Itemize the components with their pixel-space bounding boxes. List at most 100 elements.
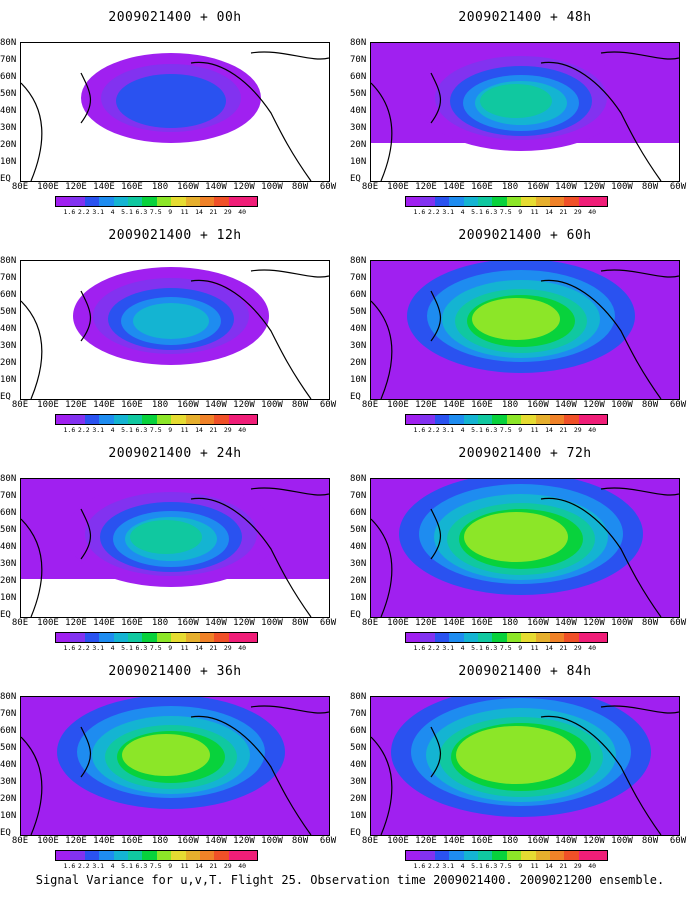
colorbar-tick-label: 11 — [180, 862, 189, 870]
colorbar-swatch — [99, 851, 114, 860]
lon-tick-label: 80W — [641, 400, 659, 410]
colorbar-swatch — [99, 633, 114, 642]
lat-tick-label: 50N — [350, 743, 367, 753]
lon-tick-label: 100W — [261, 836, 283, 846]
map-panel: 2009021400 + 60h 80N 70N 60N 50N 40N 30N 20N 10N… — [350, 218, 700, 443]
lat-tick-label: 10N — [350, 375, 367, 385]
lon-tick-label: 60W — [319, 182, 337, 192]
colorbar-tick-label: 7.5 — [149, 208, 162, 216]
coastline — [21, 269, 329, 399]
lon-tick-label: 100W — [261, 618, 283, 628]
lon-tick-label: 120E — [415, 618, 437, 628]
lon-tick-label: 80E — [361, 836, 379, 846]
colorbar-swatch — [564, 197, 579, 206]
lon-tick-label: 100E — [37, 618, 59, 628]
lon-tick-label: 120W — [233, 836, 255, 846]
coastline — [371, 269, 679, 399]
panel-title: 2009021400 + 12h — [108, 228, 242, 243]
lat-tick-label: 40N — [0, 542, 17, 552]
coastline — [371, 51, 679, 181]
lon-tick-label: 80W — [291, 618, 309, 628]
colorbar-tick-label: 11 — [530, 644, 539, 652]
lon-tick-label: 120W — [233, 182, 255, 192]
lat-tick-label: 30N — [350, 777, 367, 787]
colorbar-tick-label: 3.1 — [442, 426, 455, 434]
colorbar-swatch — [535, 197, 550, 206]
lat-tick-label: 80N — [350, 256, 367, 266]
colorbar-swatch — [127, 851, 143, 860]
colorbar-swatch — [578, 197, 594, 206]
lon-tick-label: 160W — [527, 618, 549, 628]
lon-tick-label: 100W — [261, 182, 283, 192]
shade-region — [122, 734, 210, 776]
lat-tick-label: 20N — [0, 576, 17, 586]
colorbar-tick-label: 21 — [559, 862, 568, 870]
colorbar-swatch — [127, 197, 143, 206]
lon-tick-label: 100E — [387, 400, 409, 410]
lon-tick-label: 100E — [37, 836, 59, 846]
lon-tick-label: 100E — [37, 182, 59, 192]
colorbar-swatch — [199, 633, 215, 642]
lon-tick-label: 140E — [443, 836, 465, 846]
lat-tick-label: 70N — [350, 273, 367, 283]
colorbar-swatch — [84, 851, 100, 860]
lon-tick-label: 160E — [471, 618, 493, 628]
lat-tick-label: EQ — [350, 392, 361, 402]
lat-tick-label: 60N — [350, 72, 367, 82]
lat-tick-label: 40N — [0, 760, 17, 770]
lat-tick-label: 50N — [0, 307, 17, 317]
colorbar-swatch — [406, 633, 421, 642]
lat-tick-label: EQ — [0, 392, 11, 402]
colorbar — [55, 632, 259, 643]
colorbar-swatch — [492, 851, 507, 860]
lon-tick-label: 140E — [93, 618, 115, 628]
colorbar-swatch — [593, 851, 608, 860]
map-panel: 2009021400 + 84h 80N 70N 60N 50N 40N 30N 20N 10N… — [350, 654, 700, 879]
colorbar-swatch — [127, 633, 143, 642]
lon-tick-label: 160W — [177, 400, 199, 410]
lon-tick-label: 80E — [361, 618, 379, 628]
colorbar-swatch — [84, 633, 100, 642]
lon-tick-label: 60W — [319, 836, 337, 846]
lon-tick-label: 140W — [205, 400, 227, 410]
colorbar-swatch — [113, 851, 128, 860]
colorbar-tick-label: 1.6 — [63, 862, 76, 870]
lat-tick-label: 30N — [0, 341, 17, 351]
lon-tick-label: 120W — [583, 836, 605, 846]
colorbar-swatch — [578, 633, 594, 642]
colorbar-swatch — [449, 851, 464, 860]
panel-title: 2009021400 + 36h — [108, 664, 242, 679]
colorbar-swatch — [228, 851, 244, 860]
colorbar-tick-label: 7.5 — [499, 862, 512, 870]
colorbar-swatch — [84, 415, 100, 424]
colorbar-swatch — [406, 415, 421, 424]
colorbar-tick-label: 1.6 — [63, 208, 76, 216]
colorbar-tick-label: 14 — [545, 644, 553, 652]
lat-tick-label: 50N — [0, 89, 17, 99]
colorbar-swatch — [243, 197, 258, 206]
lat-tick-label: 60N — [350, 290, 367, 300]
colorbar-tick-label: 7.5 — [499, 208, 512, 216]
colorbar-tick-label: 11 — [180, 426, 189, 434]
colorbar-tick-label: 2.2 — [77, 644, 90, 652]
colorbar-swatch — [142, 633, 157, 642]
colorbar-swatch — [492, 197, 507, 206]
lon-tick-label: 100W — [611, 400, 633, 410]
shade-region — [472, 298, 560, 340]
map-panel: 2009021400 + 12h 80N 70N 60N 50N 40N 30N 20N 10N… — [0, 218, 350, 443]
lon-tick-label: 80W — [641, 182, 659, 192]
colorbar-swatch — [549, 415, 565, 424]
lat-tick-label: EQ — [350, 174, 361, 184]
colorbar-swatch — [113, 415, 128, 424]
colorbar-swatch — [243, 851, 258, 860]
colorbar-swatch — [185, 851, 200, 860]
colorbar-swatch — [142, 415, 157, 424]
colorbar-swatch — [243, 415, 258, 424]
lon-tick-label: 60W — [669, 836, 687, 846]
colorbar-swatch — [142, 197, 157, 206]
colorbar-swatch — [492, 633, 507, 642]
colorbar-swatch — [171, 197, 186, 206]
variance-map — [370, 478, 680, 618]
colorbar-swatch — [156, 633, 172, 642]
lat-tick-label: 70N — [350, 55, 367, 65]
